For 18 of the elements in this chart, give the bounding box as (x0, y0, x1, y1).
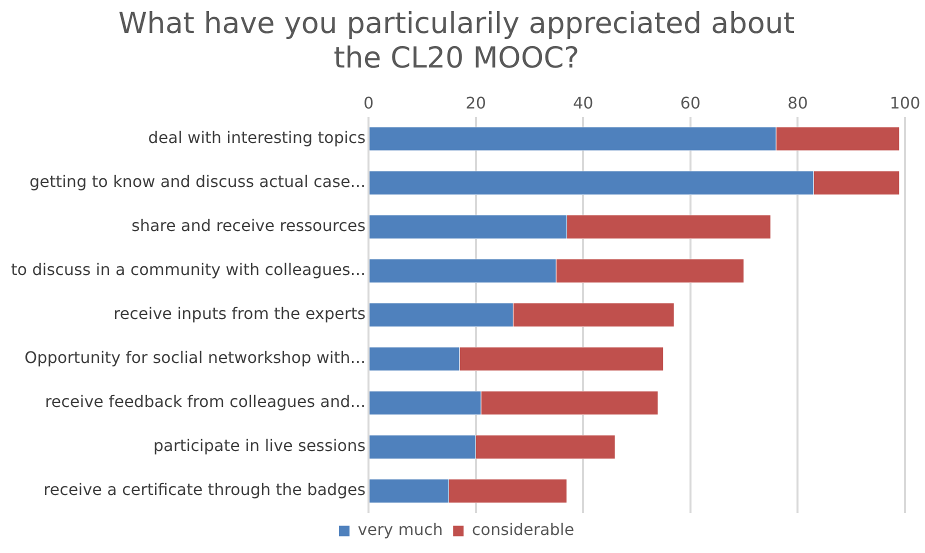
x-tick-label: 20 (466, 93, 486, 112)
chart-title: What have you particularily appreciated about the CL20 MOOC? (118, 6, 795, 75)
legend-label: considerable (472, 520, 574, 540)
x-tick-label: 60 (680, 93, 701, 112)
y-tick-label: getting to know and discuss actual case... (29, 172, 366, 191)
y-tick-label: share and receive ressources (131, 216, 366, 236)
y-tick-label: receive inputs from the experts (114, 304, 366, 324)
y-tick-label: receive a certificate through the badges (44, 480, 366, 500)
x-tick-label: 40 (572, 93, 594, 112)
x-tick-label: 100 (890, 93, 920, 112)
y-tick-label: participate in live sessions (153, 436, 366, 456)
y-tick-label: deal with interesting topics (148, 128, 366, 147)
y-tick-label: Opportunity for soclial networkshop with... (24, 348, 366, 368)
x-tick-label: 0 (363, 93, 374, 112)
legend-label: very much (358, 520, 443, 540)
y-tick-label: to discuss in a community with colleagues... (11, 260, 366, 280)
y-tick-label: receive feedback from colleagues and... (45, 392, 366, 412)
x-tick-label: 80 (788, 93, 808, 112)
